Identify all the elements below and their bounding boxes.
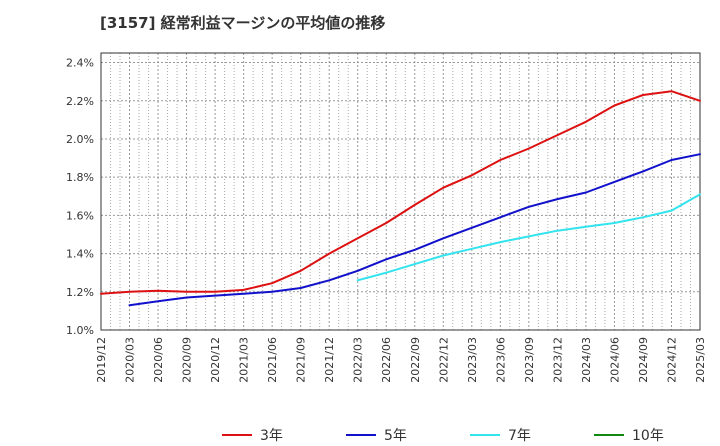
x-tick-label: 2020/06 [152, 337, 165, 383]
series-line-5年 [128, 153, 701, 307]
x-tick-label: 2022/06 [380, 337, 393, 383]
x-tick-label: 2021/09 [295, 337, 308, 383]
legend-item-5年: 5年 [346, 424, 407, 446]
series-line-3年 [100, 90, 701, 295]
x-tick-label: 2022/09 [409, 337, 422, 383]
y-tick-label: 2.2% [66, 95, 94, 108]
x-tick-label: 2024/09 [637, 337, 650, 383]
plot-border [100, 52, 701, 331]
legend-label: 5年 [384, 428, 407, 444]
legend-swatch [470, 434, 500, 436]
x-tick-label: 2020/09 [181, 337, 194, 383]
x-tick-label: 2024/12 [665, 337, 678, 383]
chart-title: [3157] 経常利益マージンの平均値の推移 [100, 14, 386, 32]
y-tick-label: 2.0% [66, 133, 94, 146]
x-tick-label: 2024/03 [580, 337, 593, 383]
x-tick-label: 2021/03 [238, 337, 251, 383]
legend-item-7年: 7年 [470, 424, 531, 446]
legend-label: 7年 [508, 428, 531, 444]
x-tick-label: 2021/06 [266, 337, 279, 383]
x-tick-label: 2022/12 [437, 337, 450, 383]
y-tick-label: 1.8% [66, 171, 94, 184]
x-tick-label: 2020/03 [124, 337, 137, 383]
x-tick-label: 2023/12 [551, 337, 564, 383]
y-tick-label: 1.4% [66, 248, 94, 261]
x-tick-label: 2020/12 [209, 337, 222, 383]
x-tick-label: 2024/06 [608, 337, 621, 383]
x-tick-label: 2023/03 [466, 337, 479, 383]
x-tick-label: 2022/03 [352, 337, 365, 383]
x-tick-label: 2025/03 [694, 337, 707, 383]
legend-swatch [346, 434, 376, 436]
legend-label: 10年 [632, 428, 664, 444]
legend-label: 3年 [260, 428, 283, 444]
x-tick-label: 2021/12 [323, 337, 336, 383]
legend-swatch [594, 434, 624, 436]
legend-item-10年: 10年 [594, 424, 664, 446]
y-tick-label: 1.6% [66, 209, 94, 222]
legend-item-3年: 3年 [222, 424, 283, 446]
series-line-7年 [356, 193, 701, 282]
y-tick-label: 1.0% [66, 324, 94, 337]
x-tick-label: 2023/06 [494, 337, 507, 383]
x-tick-label: 2023/09 [523, 337, 536, 383]
legend-swatch [222, 434, 252, 436]
legend: 3年 5年 7年 10年 [0, 424, 720, 446]
y-tick-label: 2.4% [66, 57, 94, 70]
plot-background [101, 53, 700, 330]
y-tick-label: 1.2% [66, 286, 94, 299]
x-tick-label: 2019/12 [95, 337, 108, 383]
